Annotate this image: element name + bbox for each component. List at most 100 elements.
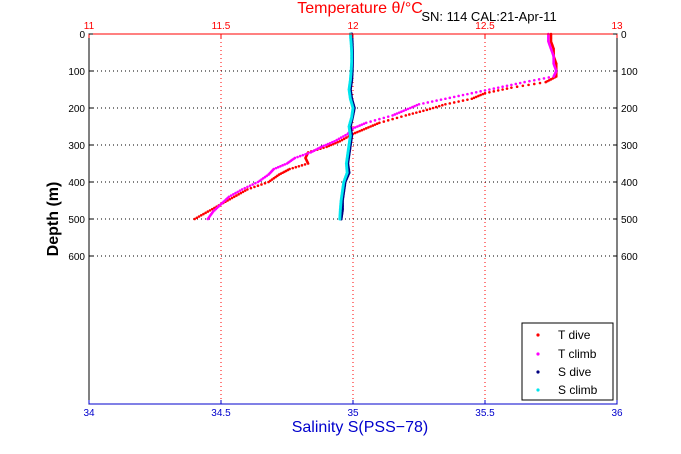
data-point-t-dive — [297, 164, 301, 168]
data-point-t-dive — [404, 114, 408, 117]
data-point-t-climb — [246, 185, 249, 189]
temperature-axis-title: Temperature θ/°C — [297, 0, 423, 17]
data-point-t-dive — [199, 214, 203, 217]
data-point-t-climb — [362, 122, 366, 126]
data-point-t-climb — [296, 155, 299, 159]
data-point-t-climb — [474, 90, 478, 94]
data-point-t-climb — [333, 140, 336, 143]
data-point-t-dive — [235, 194, 238, 197]
depth-tick-label-right: 600 — [621, 252, 638, 263]
data-point-t-climb — [369, 120, 372, 123]
data-point-t-climb — [251, 183, 254, 186]
data-point-t-dive — [515, 85, 519, 89]
legend-marker-s-dive — [536, 370, 540, 374]
data-point-t-dive — [303, 163, 307, 166]
data-point-t-dive — [356, 130, 359, 134]
data-point-t-dive — [263, 181, 267, 185]
data-point-t-dive — [501, 88, 504, 91]
salinity-tick-label: 35 — [347, 408, 359, 419]
data-point-t-dive — [249, 186, 253, 190]
data-point-t-dive — [342, 137, 346, 141]
data-point-t-climb — [335, 138, 339, 142]
data-point-t-climb — [326, 142, 330, 146]
data-point-t-dive — [505, 87, 509, 90]
depth-tick-label-right: 200 — [621, 104, 638, 115]
data-point-t-climb — [344, 133, 347, 137]
data-point-t-dive — [386, 119, 390, 122]
data-point-t-climb — [523, 80, 526, 84]
data-point-t-climb — [528, 79, 531, 83]
data-point-t-dive — [202, 212, 205, 216]
salinity-axis-title: Salinity S(PSS−78) — [292, 419, 429, 436]
data-point-t-climb — [417, 103, 421, 106]
data-point-t-climb — [415, 103, 419, 107]
data-point-t-dive — [461, 99, 465, 102]
data-point-t-climb — [400, 110, 403, 113]
data-point-t-dive — [267, 180, 270, 184]
temperature-tick-label: 11 — [84, 21, 95, 32]
data-point-t-climb — [298, 154, 302, 158]
data-point-t-dive — [441, 103, 444, 107]
data-point-t-dive — [241, 190, 245, 194]
data-point-t-climb — [356, 125, 359, 128]
depth-tick-label-left: 0 — [79, 30, 85, 41]
data-point-t-climb — [439, 98, 443, 101]
data-point-t-dive — [230, 196, 234, 200]
data-point-s-climb — [338, 217, 342, 221]
data-point-t-climb — [452, 95, 456, 99]
data-point-t-climb — [461, 93, 465, 97]
salinity-tick-label: 36 — [611, 408, 623, 419]
depth-tick-label-left: 200 — [68, 104, 85, 115]
data-point-t-climb — [304, 152, 307, 156]
data-point-t-climb — [501, 85, 504, 89]
data-point-t-dive — [208, 209, 212, 212]
data-point-t-dive — [544, 80, 548, 84]
data-point-t-dive — [371, 124, 375, 127]
data-point-t-climb — [364, 121, 368, 125]
data-point-t-dive — [291, 166, 295, 170]
data-point-t-dive — [246, 188, 249, 191]
depth-tick-label-left: 600 — [68, 252, 85, 263]
data-point-t-climb — [254, 181, 257, 185]
data-point-t-climb — [488, 88, 491, 91]
data-point-t-dive — [360, 128, 364, 132]
data-point-t-climb — [411, 105, 414, 109]
data-point-t-dive — [300, 164, 304, 167]
data-point-t-dive — [340, 138, 344, 142]
data-point-t-dive — [483, 91, 487, 95]
temperature-tick-label: 12 — [347, 21, 359, 32]
data-point-t-dive — [425, 108, 429, 112]
data-point-t-climb — [328, 141, 332, 145]
data-point-t-climb — [457, 94, 460, 98]
legend-label-t-dive: T dive — [558, 328, 591, 342]
data-point-t-dive — [353, 131, 357, 135]
data-point-t-dive — [204, 211, 207, 215]
salinity-tick-label: 35.5 — [475, 408, 495, 419]
data-point-t-dive — [472, 96, 476, 100]
data-point-t-climb — [248, 184, 252, 187]
data-point-t-dive — [210, 207, 214, 211]
legend-marker-t-climb — [536, 352, 540, 356]
data-point-t-climb — [360, 123, 364, 126]
depth-tick-label-right: 100 — [621, 67, 638, 78]
data-point-t-climb — [514, 82, 518, 86]
data-point-t-climb — [324, 143, 328, 147]
depth-axis-title: Depth (m) — [45, 182, 62, 257]
data-point-t-climb — [413, 104, 416, 108]
data-point-t-climb — [479, 90, 482, 93]
data-point-t-dive — [358, 129, 361, 133]
data-point-t-climb — [358, 124, 361, 127]
temperature-tick-label: 11.5 — [212, 21, 231, 32]
data-point-t-dive — [431, 106, 435, 110]
data-point-t-dive — [488, 90, 491, 94]
data-point-t-climb — [542, 77, 546, 80]
data-point-t-dive — [411, 112, 415, 115]
axis-ticks: 11 11.5 12 12.5 13 34 34.5 35 35.5 36 0 0 100 100 200 2… — [68, 21, 638, 419]
data-point-t-dive — [294, 165, 298, 169]
data-point-t-dive — [527, 83, 530, 87]
data-point-t-dive — [378, 121, 381, 125]
data-point-t-dive — [510, 86, 513, 89]
data-point-t-climb — [518, 81, 522, 85]
legend-marker-t-dive — [536, 333, 540, 337]
